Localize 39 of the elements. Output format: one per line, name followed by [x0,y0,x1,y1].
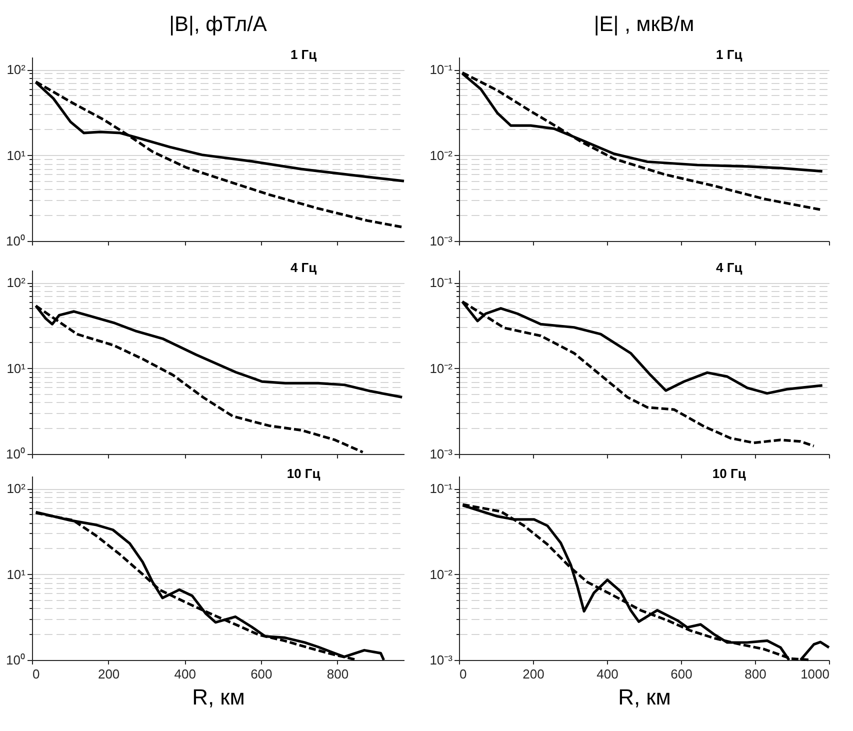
y-tick-label: 10⁻² [430,148,454,163]
x-tick-label: 800 [744,666,766,682]
chart-title: |B|, фТл/А [169,13,267,36]
annotation: 1 Гц [290,47,317,62]
y-tick-label: 10¹ [6,148,26,163]
annotation: 4 Гц [716,260,742,275]
y-tick-label: 10⁻¹ [430,62,454,78]
annotation: 4 Гц [290,260,317,275]
x-tick-label: 400 [174,666,196,682]
y-tick-label: 10² [6,275,26,290]
y-tick-label: 10⁻¹ [430,481,454,496]
x-tick-label: 0 [460,666,467,682]
annotation: 1 Гц [716,47,742,62]
y-tick-label: 10² [6,481,26,496]
x-tick-label: 1000 [800,666,830,682]
x-tick-label: 800 [326,666,349,682]
y-tick-label: 10⁻³ [430,234,454,248]
y-tick-label: 10⁰ [6,234,26,248]
x-axis-title: R, км [618,684,671,710]
annotation: 10 Гц [286,466,320,481]
x-axis-title: R, км [192,684,245,710]
y-tick-label: 10⁻² [430,360,454,376]
x-tick-label: 0 [32,666,40,682]
y-tick-label: 10⁰ [6,446,26,462]
y-tick-label: 10⁻³ [430,446,454,462]
x-tick-label: 200 [98,666,120,682]
x-tick-label: 400 [596,666,618,682]
y-tick-label: 10¹ [6,566,26,582]
y-tick-label: 10⁰ [6,652,26,668]
x-tick-label: 600 [670,666,692,682]
y-tick-label: 10⁻³ [430,652,454,668]
annotation: 10 Гц [712,466,746,481]
y-tick-label: 10⁻² [430,566,454,582]
chart-title: |E| , мкВ/м [594,13,694,36]
x-tick-label: 600 [250,666,272,682]
y-tick-label: 10⁻¹ [430,275,454,290]
y-tick-label: 10¹ [6,360,26,376]
x-tick-label: 200 [522,666,544,682]
y-tick-label: 10² [6,62,26,78]
